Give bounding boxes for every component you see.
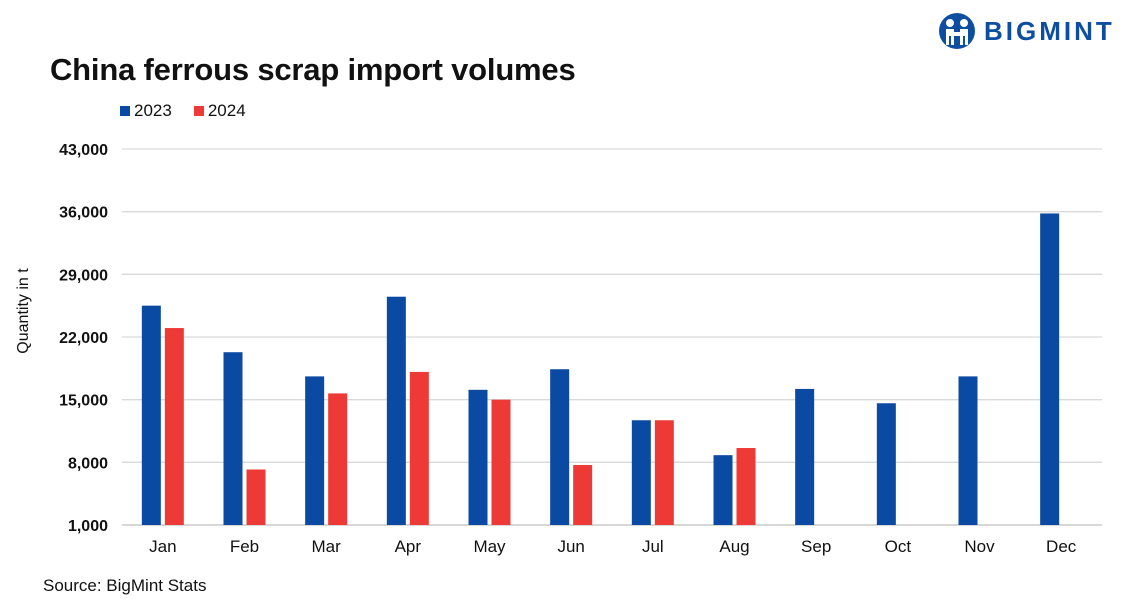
x-tick-label: Oct — [885, 537, 912, 556]
bar-2023-feb — [223, 352, 243, 525]
bar-2024-mar — [328, 393, 348, 525]
x-tick-label: Jul — [642, 537, 664, 556]
y-tick-label: 8,000 — [68, 455, 108, 472]
bar-2024-jan — [164, 328, 184, 525]
chart-title: China ferrous scrap import volumes — [50, 52, 576, 87]
y-tick-label: 43,000 — [59, 142, 108, 159]
legend-item-2023: 2023 — [120, 101, 172, 121]
bar-2023-jun — [550, 369, 570, 525]
y-tick-label: 15,000 — [59, 393, 108, 410]
bar-2023-mar — [305, 376, 325, 525]
bar-2023-aug — [713, 455, 733, 525]
x-tick-label: Jan — [149, 537, 176, 556]
x-tick-label: Mar — [312, 537, 342, 556]
legend-label-2023: 2023 — [134, 101, 172, 120]
y-axis-title: Quantity in t — [15, 268, 32, 354]
bar-2024-aug — [736, 448, 756, 525]
x-tick-label: Jun — [557, 537, 584, 556]
bar-2023-apr — [386, 296, 406, 525]
bar-2023-jul — [631, 420, 651, 525]
y-tick-label: 1,000 — [68, 518, 108, 535]
source-note: Source: BigMint Stats — [43, 576, 207, 595]
bar-2024-jun — [573, 465, 593, 525]
x-tick-label: Feb — [230, 537, 259, 556]
x-tick-label: Sep — [801, 537, 831, 556]
brand-name: BIGMINT — [984, 15, 1115, 46]
y-tick-label: 22,000 — [59, 330, 108, 347]
bar-2024-jul — [654, 420, 674, 525]
legend-swatch-2023 — [120, 106, 130, 116]
y-tick-label: 29,000 — [59, 267, 108, 284]
bar-2023-nov — [958, 376, 978, 525]
legend-item-2024: 2024 — [193, 101, 246, 121]
x-tick-label: Apr — [395, 537, 422, 556]
bar-2024-apr — [409, 371, 429, 525]
legend-swatch-2024 — [193, 106, 204, 116]
bar-2024-feb — [246, 469, 266, 525]
y-tick-label: 36,000 — [59, 205, 108, 222]
x-tick-label: Nov — [964, 537, 995, 556]
legend-label-2024: 2024 — [207, 101, 246, 120]
x-tick-label: Dec — [1046, 537, 1077, 556]
bar-2023-jan — [141, 305, 161, 525]
x-tick-label: Aug — [719, 537, 749, 556]
bar-2023-sep — [795, 388, 815, 525]
people-circle-icon — [939, 13, 975, 49]
x-tick-label: May — [473, 537, 506, 556]
bar-2023-dec — [1040, 213, 1060, 525]
bar-2023-may — [468, 389, 488, 525]
legend: 2023 2024 — [120, 101, 246, 121]
bar-2023-oct — [876, 403, 896, 525]
bigmint-logo: BIGMINT — [938, 12, 1115, 50]
bar-2024-may — [491, 399, 511, 525]
